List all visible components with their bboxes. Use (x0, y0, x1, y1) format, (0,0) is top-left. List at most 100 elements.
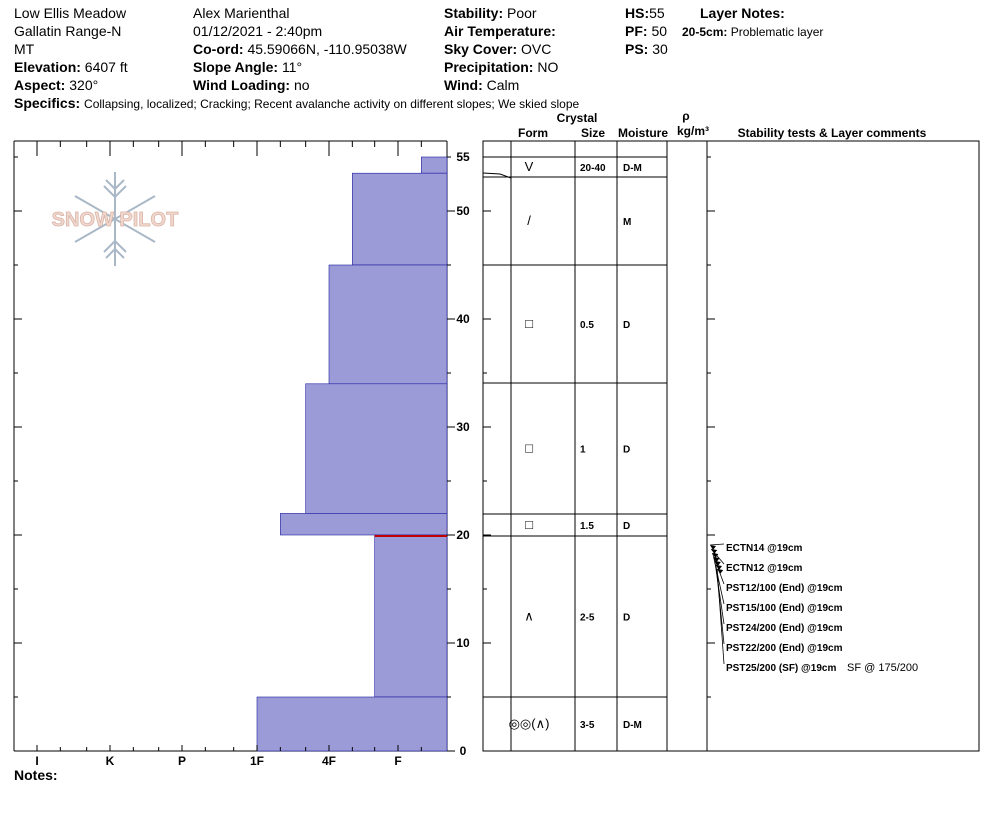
aspect-value: 320° (69, 77, 99, 93)
stability-test-label: PST24/200 (End) @19cm (726, 623, 843, 634)
moisture: D (623, 521, 630, 532)
stability-test-label: ECTN12 @19cm (726, 563, 803, 574)
sky-value: OVC (521, 41, 552, 57)
height-axis: 0 10 20 30 40 50 55 (14, 150, 715, 758)
hardness-tick-label: K (106, 754, 115, 768)
test-arrowhead (712, 553, 719, 558)
hardness-bars (256, 156, 448, 752)
hardness-tick-label: 1F (250, 754, 264, 768)
moisture: M (623, 217, 631, 228)
crystal-size: 1 (580, 445, 586, 456)
aspect-row: Aspect: 320° (14, 76, 98, 94)
crystal-size: 20-40 (580, 163, 606, 174)
precip-value: NO (537, 59, 559, 75)
elevation-row: Elevation: 6407 ft (14, 58, 128, 76)
height-tick-label: 50 (456, 204, 470, 218)
hardness-tick-label: I (35, 754, 38, 768)
test-arrowhead (711, 549, 718, 554)
slope-label: Slope Angle: (193, 59, 279, 75)
moisture-header: Moisture (618, 126, 668, 140)
precip-label: Precipitation: (444, 59, 534, 75)
aspect-label: Aspect: (14, 77, 66, 93)
stability-test-label: ECTN14 @19cm (726, 543, 803, 554)
test-arrowhead (713, 557, 720, 562)
hardness-bar (328, 264, 448, 385)
height-tick-label: 20 (456, 528, 470, 542)
specifics-row: Specifics: Collapsing, localized; Cracki… (14, 94, 579, 113)
range: Gallatin Range-N (14, 23, 122, 39)
layer-notes-range: 20-5cm: (682, 25, 728, 39)
layer-table-rows: V 20-40 D-M / M □ 0.5 D □ 1 D □ 1.5 D ∧ 2-5 D ◎◎(∧) 3-5 D-M (482, 156, 667, 731)
hardness-tick-label: F (394, 754, 401, 768)
crystal-size: 0.5 (580, 320, 594, 331)
elevation-value: 6407 ft (84, 59, 128, 75)
crystal-size: 3-5 (580, 720, 595, 731)
hardness-bar (280, 513, 448, 536)
ps-value: 30 (652, 41, 668, 57)
hardness-ticks: I K P 1F 4F F (35, 141, 422, 768)
pf-row: PF: 50 (625, 22, 667, 40)
stability-row: Stability: Poor (444, 4, 537, 22)
test-arrowhead (714, 561, 721, 566)
air-temp-row: Air Temperature: (444, 22, 556, 40)
density-header: kg/m³ (677, 124, 709, 138)
moisture: D-M (623, 720, 642, 731)
ps-label: PS: (625, 41, 649, 57)
wind-loading-value: no (293, 77, 310, 93)
form-header: Form (518, 126, 548, 140)
hardness-tick-label: 4F (322, 754, 336, 768)
crystal-form-icon: / (527, 213, 531, 228)
stability-label: Stability: (444, 5, 504, 21)
hardness-bar (374, 534, 448, 698)
air-temp-label: Air Temperature: (444, 23, 556, 39)
test-arrowhead (710, 545, 716, 550)
moisture: D-M (623, 163, 642, 174)
location: Low Ellis Meadow (14, 5, 127, 21)
hs-value: 55 (649, 5, 665, 21)
slope-row: Slope Angle: 11° (193, 58, 302, 76)
wind-value: Calm (486, 77, 520, 93)
hardness-bar (256, 696, 448, 752)
height-tick-label: 10 (456, 636, 470, 650)
slope-value: 11° (281, 59, 303, 75)
hs-row: HS:55 (625, 4, 665, 22)
test-arrowhead (716, 565, 722, 570)
wind-loading-row: Wind Loading: no (193, 76, 310, 94)
coord-value: 45.59066N, -110.95038W (247, 41, 407, 57)
layer-notes-label: Layer Notes: (700, 5, 785, 21)
comments-header: Stability tests & Layer comments (738, 126, 927, 140)
hardness-tick-label: P (178, 754, 186, 768)
crystal-form-icon: □ (525, 316, 533, 331)
crystal-form-icon: V (525, 159, 534, 174)
hardness-bar (352, 172, 448, 266)
elevation-label: Elevation: (14, 59, 81, 75)
sky-label: Sky Cover: (444, 41, 518, 57)
test-leader (716, 568, 725, 665)
height-tick-label: 55 (456, 150, 470, 164)
stability-test-label: PST25/200 (SF) @19cm (726, 663, 836, 674)
crystal-form-icon: □ (525, 441, 533, 456)
stability-test-label: PST12/100 (End) @19cm (726, 583, 843, 594)
crystal-form-icon: ∧ (524, 609, 534, 624)
ps-row: PS: 30 (625, 40, 668, 58)
crystal-header: Crystal (557, 111, 598, 125)
specifics-text: Collapsing, localized; Cracking; Recent … (84, 97, 580, 111)
snowpilot-logo: SNOW PILOT (51, 172, 179, 266)
logo-text: SNOW PILOT (52, 209, 179, 231)
pf-label: PF: (625, 23, 648, 39)
layer-notes-text: Problematic layer (730, 25, 824, 39)
rho-header: ρ (682, 109, 689, 123)
size-header: Size (581, 126, 605, 140)
state: MT (14, 41, 35, 57)
height-tick-label: 0 (460, 744, 467, 758)
test-leader (709, 543, 725, 546)
precip-row: Precipitation: NO (444, 58, 558, 76)
test-arrowhead (717, 569, 724, 574)
stability-test-note: SF @ 175/200 (847, 662, 918, 674)
datetime: 01/12/2021 - 2:40pm (193, 23, 323, 39)
stability-test-label: PST22/200 (End) @19cm (726, 643, 843, 654)
notes-label: Notes: (14, 767, 58, 783)
pf-value: 50 (651, 23, 668, 39)
crystal-form-icon: □ (525, 517, 533, 532)
